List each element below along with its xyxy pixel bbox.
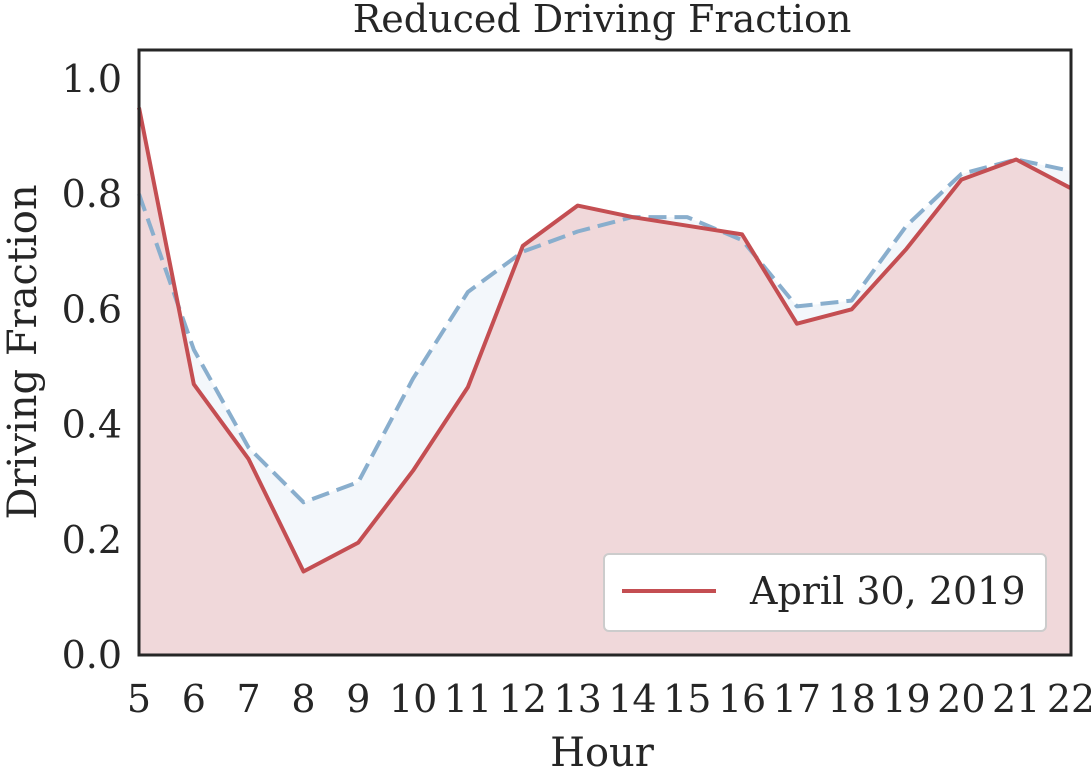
series-lines xyxy=(137,107,1072,574)
y-axis-label: Driving Fraction xyxy=(0,184,46,519)
x-tick-label: 17 xyxy=(773,677,821,721)
y-tick-label: 0.6 xyxy=(62,287,122,331)
x-axis-label: Hour xyxy=(550,730,655,776)
y-tick-label: 0.4 xyxy=(62,403,122,447)
x-tick-label: 19 xyxy=(882,677,930,721)
x-tick-label: 15 xyxy=(663,677,711,721)
plot-frame xyxy=(137,48,1073,657)
x-tick-label: 10 xyxy=(389,677,437,721)
x-tick-labels: 5 6 7 8 9 10 11 12 13 14 15 16 17 18 19 20 21 22 xyxy=(127,677,1091,721)
chart-title: Reduced Driving Fraction xyxy=(353,0,852,41)
y-tick-label: 0.8 xyxy=(62,172,122,216)
area-fills xyxy=(139,107,1071,656)
x-tick-label: 9 xyxy=(346,677,370,721)
y-tick-labels: 0.0 0.2 0.4 0.6 0.8 1.0 xyxy=(62,57,122,677)
x-tick-label: 20 xyxy=(937,677,985,721)
y-tick-label: 1.0 xyxy=(62,57,122,101)
x-tick-label: 13 xyxy=(553,677,601,721)
legend-label-april-30-2019: April 30, 2019 xyxy=(749,569,1026,613)
x-tick-label: 11 xyxy=(444,677,492,721)
x-tick-label: 8 xyxy=(291,677,315,721)
x-tick-label: 5 xyxy=(127,677,151,721)
x-tick-label: 22 xyxy=(1047,677,1091,721)
legend-box xyxy=(603,553,1047,632)
series-line-dashed xyxy=(137,157,1072,505)
x-tick-label: 16 xyxy=(718,677,766,721)
x-tick-label: 21 xyxy=(992,677,1040,721)
y-tick-label: 0.2 xyxy=(62,518,122,562)
x-tick-label: 18 xyxy=(828,677,876,721)
x-tick-label: 7 xyxy=(237,677,261,721)
area-fill-solid xyxy=(139,107,1071,656)
x-tick-label: 6 xyxy=(182,677,206,721)
x-tick-label: 14 xyxy=(608,677,656,721)
x-tick-label: 12 xyxy=(499,677,547,721)
y-tick-label: 0.0 xyxy=(62,633,122,677)
legend: April 30, 2019 xyxy=(603,553,1047,632)
series-line-solid xyxy=(137,107,1072,574)
